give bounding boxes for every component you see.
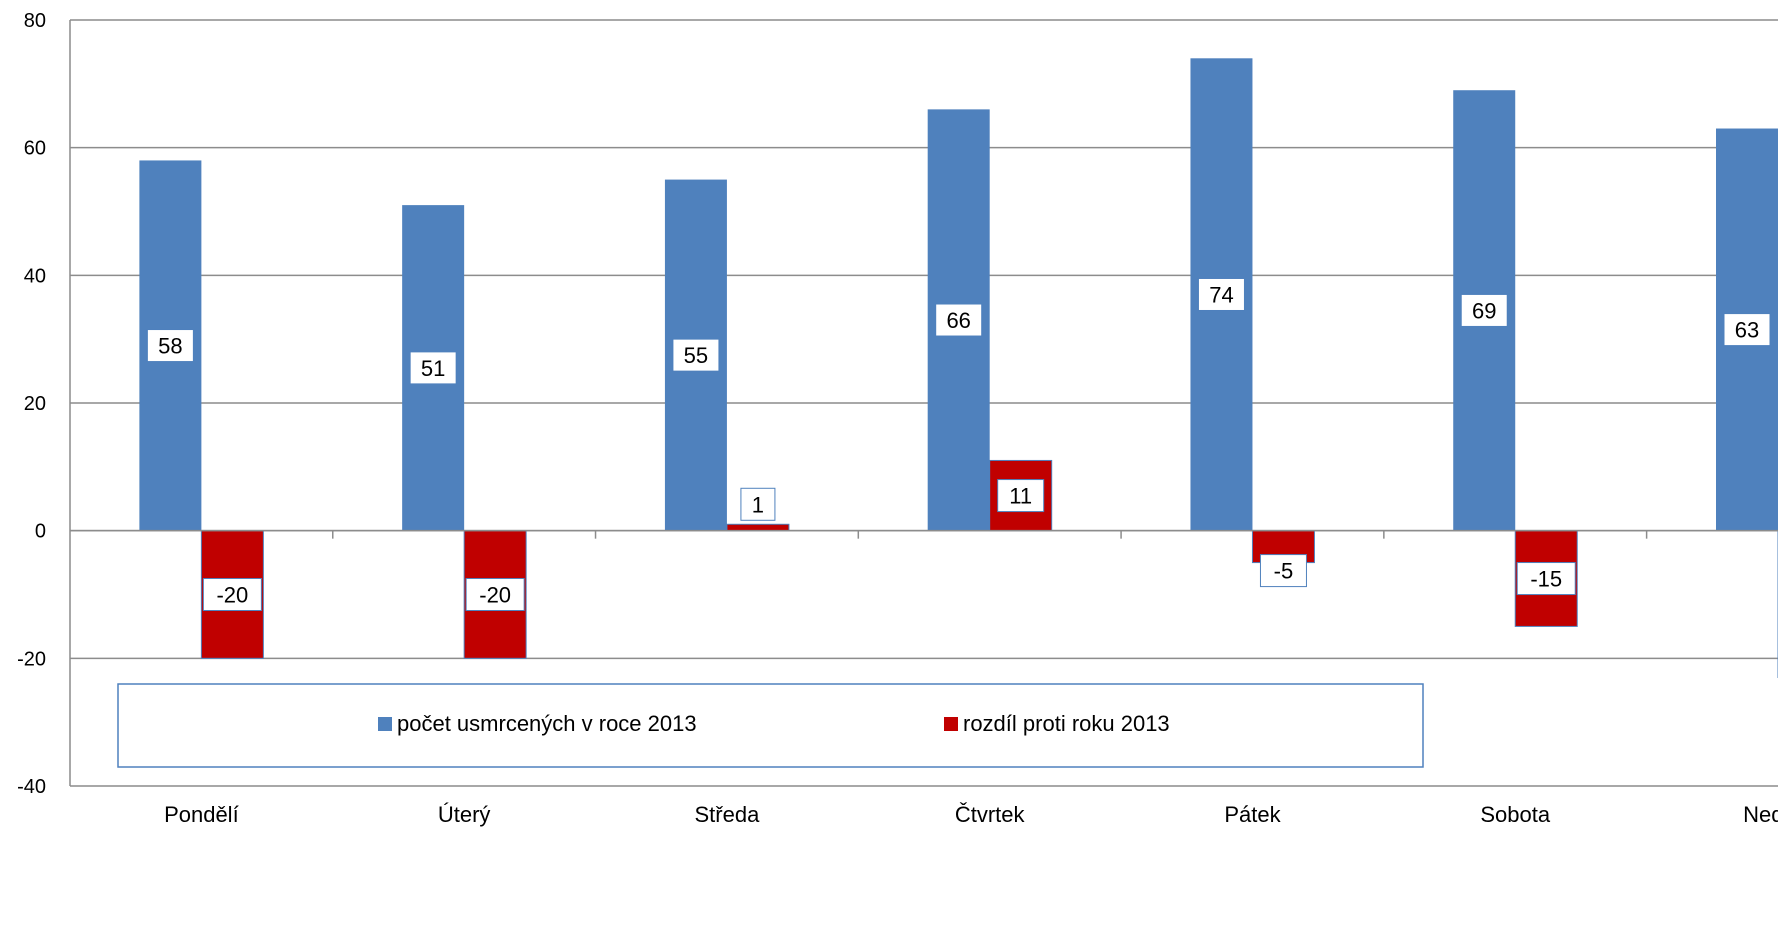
x-category-label: Čtvrtek xyxy=(955,802,1026,827)
data-label-series-1-box xyxy=(672,338,720,372)
y-tick-label: 80 xyxy=(24,10,46,32)
data-label-series-2-box xyxy=(465,578,525,611)
data-label-series-1-box xyxy=(1197,277,1245,311)
x-category-label: Pátek xyxy=(1224,802,1281,827)
data-label-series-1: 63 xyxy=(1735,318,1759,343)
legend-box xyxy=(117,683,1424,768)
legend-swatch xyxy=(378,717,392,731)
data-label-series-1-box xyxy=(146,329,194,363)
legend-label: počet usmrcených v roce 2013 xyxy=(397,711,697,736)
data-label-series-1: 58 xyxy=(158,334,182,359)
legend-swatch xyxy=(944,717,958,731)
data-label-series-1: 66 xyxy=(946,308,970,333)
data-label-series-2-box xyxy=(202,578,262,611)
data-label-series-2: -20 xyxy=(216,583,248,608)
y-tick-label: 20 xyxy=(24,393,46,415)
x-category-label: Pondělí xyxy=(164,802,239,827)
data-label-series-2-box xyxy=(997,479,1045,513)
x-category-label: Středa xyxy=(695,802,761,827)
data-label-series-1: 69 xyxy=(1472,298,1496,323)
data-label-series-2: -20 xyxy=(479,583,511,608)
x-category-label: Úterý xyxy=(438,802,491,827)
data-label-series-1-box xyxy=(935,303,983,337)
y-tick-label: -40 xyxy=(17,776,46,798)
data-label-series-2: -15 xyxy=(1530,567,1562,592)
y-tick-label: 0 xyxy=(35,521,46,543)
data-label-series-1: 55 xyxy=(684,343,708,368)
data-label-series-1-box xyxy=(1723,313,1771,347)
data-label-series-1-box xyxy=(1460,293,1508,327)
x-category-label: Sobota xyxy=(1480,802,1550,827)
data-label-series-2-box xyxy=(1516,562,1576,596)
x-category-label: Neděle xyxy=(1743,802,1778,827)
data-label-series-1-box xyxy=(409,351,457,385)
legend-label: rozdíl proti roku 2013 xyxy=(963,711,1170,736)
y-tick-label: 60 xyxy=(24,138,46,160)
y-tick-label: 40 xyxy=(24,265,46,287)
data-label-series-2: 11 xyxy=(1009,484,1032,509)
data-label-series-2-box xyxy=(740,487,776,521)
data-label-series-2: -5 xyxy=(1274,559,1294,584)
y-tick-label: -20 xyxy=(17,648,46,670)
data-label-series-1: 51 xyxy=(421,356,445,381)
data-label-series-2-box xyxy=(1259,554,1307,588)
data-label-series-2: 1 xyxy=(752,492,764,517)
bar-series-2 xyxy=(726,523,790,532)
data-label-series-1: 74 xyxy=(1209,282,1233,307)
